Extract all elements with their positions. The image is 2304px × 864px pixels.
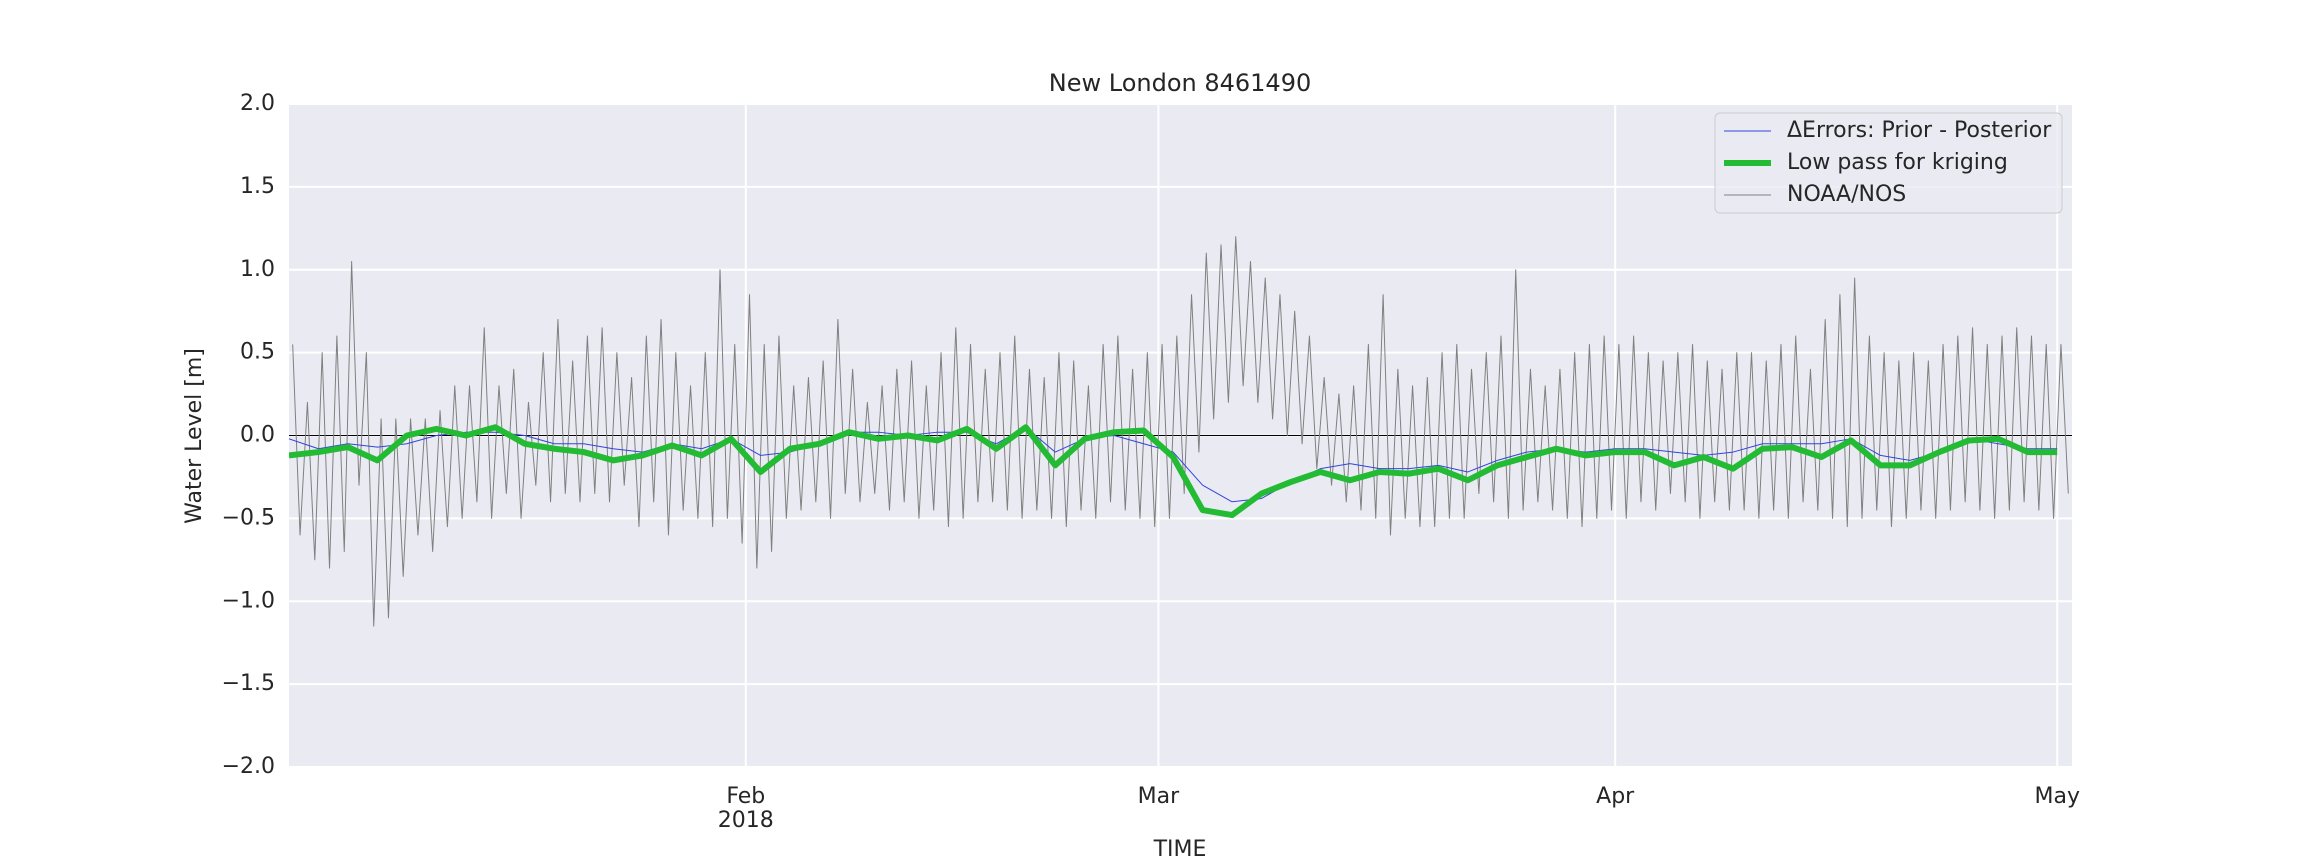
chart-title: New London 8461490 bbox=[1049, 69, 1311, 97]
series-line bbox=[289, 426, 2058, 503]
series-line bbox=[289, 424, 2058, 519]
legend-label: Low pass for kriging bbox=[1787, 150, 2008, 175]
y-tick-label: 0.5 bbox=[240, 340, 275, 365]
series-line bbox=[292, 236, 2069, 627]
y-tick-label: 1.5 bbox=[240, 174, 275, 199]
y-tick-label: −0.5 bbox=[222, 505, 275, 530]
x-tick-label: Feb bbox=[726, 784, 765, 809]
y-tick-label: −1.0 bbox=[222, 588, 275, 613]
y-tick-label: −2.0 bbox=[222, 754, 275, 779]
y-tick-label: 1.0 bbox=[240, 257, 275, 282]
y-tick-label: 0.0 bbox=[240, 423, 275, 448]
x-axis-label: TIME bbox=[1153, 837, 1207, 862]
legend-label: NOAA/NOS bbox=[1787, 182, 1906, 207]
y-tick-label: 2.0 bbox=[240, 91, 275, 116]
x-tick-label: Mar bbox=[1138, 784, 1180, 809]
x-tick-label: May bbox=[2035, 784, 2080, 809]
x-tick-label: 2018 bbox=[718, 808, 774, 833]
legend-label: ΔErrors: Prior - Posterior bbox=[1787, 118, 2052, 143]
x-tick-label: Apr bbox=[1596, 784, 1635, 809]
legend-box bbox=[1714, 112, 2063, 214]
y-axis-label: Water Level [m] bbox=[182, 348, 207, 524]
y-tick-label: −1.5 bbox=[222, 671, 275, 696]
